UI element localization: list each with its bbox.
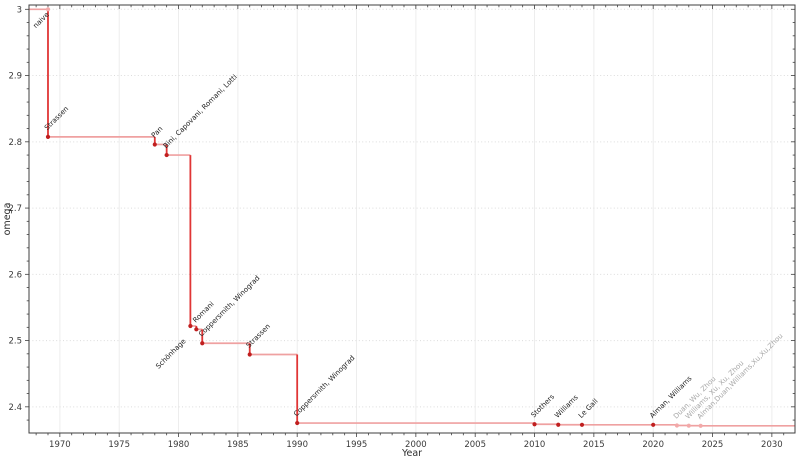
data-point-marker [295, 420, 300, 426]
y-axis-title: omega [2, 203, 13, 236]
data-point-marker [188, 323, 193, 329]
data-point-marker [45, 134, 51, 140]
point-label-group: Bini, Capovani, Romani, Lotti [162, 73, 239, 150]
tick-label: 2.6 [8, 270, 22, 280]
data-points-layer [45, 7, 703, 428]
data-point-marker [247, 352, 252, 357]
point-label: Bini, Capovani, Romani, Lotti [162, 73, 239, 150]
point-label: Williams [553, 393, 580, 420]
point-label-group: Strassen [245, 322, 272, 349]
data-point-marker [579, 422, 585, 427]
data-point-marker [674, 423, 680, 428]
tick-label: 1975 [108, 440, 130, 450]
tick-label: 2020 [642, 440, 664, 450]
data-point-marker [556, 422, 561, 427]
point-label-group: Schönhage [154, 337, 187, 370]
axes-layer: 1970 1975 1980 1985 1990 1995 2000 2005 2010 2015… [8, 4, 796, 450]
point-label-group: Pan [150, 125, 165, 140]
tick-label: 2.4 [8, 403, 22, 413]
tick-label: 2005 [464, 440, 486, 450]
tick-label: 1970 [49, 440, 71, 450]
tick-label: 2.5 [8, 337, 22, 347]
step-line-layer [29, 8, 795, 427]
point-label: Le Gall [577, 397, 600, 420]
data-point-marker [698, 423, 703, 428]
tick-label: 2015 [583, 440, 605, 450]
tick-label: 2.9 [8, 72, 22, 82]
plot-border [28, 4, 796, 434]
point-label: Strassen [245, 322, 272, 349]
point-label-group: Williams, Xu, Xu, Zhou [684, 359, 746, 421]
tick-label: 2030 [761, 440, 783, 450]
point-label-group: Williams [553, 393, 580, 420]
tick-label: 1980 [168, 440, 190, 450]
data-point-marker [152, 142, 157, 147]
x-axis-title: Year [401, 448, 422, 459]
tick-label: 2025 [702, 440, 724, 450]
tick-label: 2.8 [8, 138, 22, 148]
point-label: Pan [150, 125, 165, 140]
tick-label: 2010 [524, 440, 546, 450]
tick-label: 3 [17, 5, 22, 15]
data-point-marker [194, 327, 199, 332]
point-label: Stothers [530, 393, 557, 420]
tick-label: 1990 [286, 440, 308, 450]
point-label: Coppersmith, Winograd [292, 354, 356, 418]
data-point-marker [651, 422, 656, 427]
point-label-group: Le Gall [577, 397, 600, 420]
point-label: Williams, Xu, Xu, Zhou [684, 359, 746, 421]
tick-label: 1995 [346, 440, 368, 450]
tick-label: 1985 [227, 440, 249, 450]
data-point-marker [532, 422, 537, 427]
tick-label: 2000 [405, 440, 427, 450]
data-point-marker [200, 341, 205, 346]
data-point-marker [164, 152, 169, 158]
point-label: Schönhage [154, 337, 187, 370]
point-label-group: Coppersmith, Winograd [292, 354, 356, 418]
grid-layer [29, 5, 795, 433]
data-point-marker [686, 423, 691, 428]
point-label-group: Stothers [530, 393, 557, 420]
data-point-marker [45, 7, 51, 12]
tick-label: 2.7 [8, 204, 22, 214]
